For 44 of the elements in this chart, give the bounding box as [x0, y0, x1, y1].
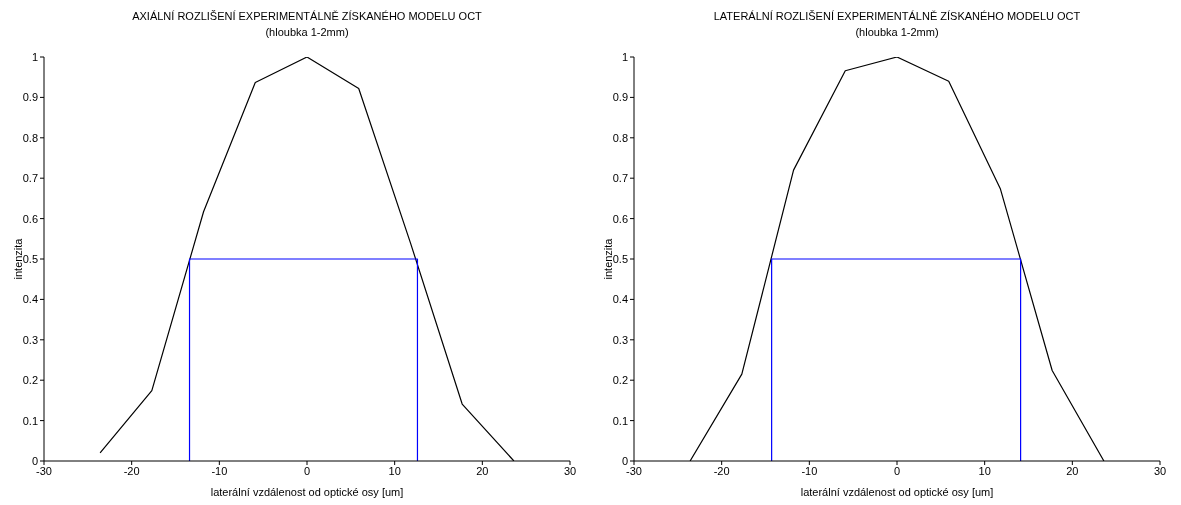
y-tick-label: 1	[31, 50, 38, 63]
chart-subtitle: (hloubka 1-2mm)	[264, 25, 350, 40]
y-tick-label: 0	[31, 454, 38, 467]
y-tick-label: 0.1	[22, 414, 38, 427]
y-tick-label: 0.5	[22, 252, 38, 265]
x-tick-label: -20	[713, 464, 730, 477]
chart-subtitle: (hloubka 1-2mm)	[854, 25, 940, 40]
x-tick-label: 20	[476, 464, 489, 477]
y-tick-label: 0.3	[612, 333, 628, 346]
y-tick-label: 0.6	[22, 212, 38, 225]
x-tick-label: 10	[388, 464, 401, 477]
x-tick-label: -30	[626, 464, 642, 477]
x-tick-label: 0	[303, 464, 311, 477]
x-tick-label: -10	[211, 464, 228, 477]
x-axis-title: laterální vzdálenost od optické osy [um]	[799, 486, 995, 498]
y-tick-label: 0.1	[612, 414, 628, 427]
y-tick-label: 0.8	[22, 131, 38, 144]
y-tick-label: 0.6	[612, 212, 628, 225]
y-tick-label: 0.9	[22, 91, 38, 104]
y-tick-label: 0.5	[612, 252, 628, 265]
x-tick-label: -20	[123, 464, 140, 477]
y-tick-label: 0.7	[22, 172, 38, 185]
y-axis-title: intenzita	[12, 238, 24, 280]
y-tick-label: 1	[621, 50, 628, 63]
y-tick-label: 0.3	[22, 333, 38, 346]
x-tick-label: 30	[1153, 464, 1167, 477]
y-tick-label: 0.4	[612, 293, 628, 306]
x-tick-label: -10	[801, 464, 818, 477]
chart-title: LATERÁLNÍ ROZLIŠENÍ EXPERIMENTÁLNĚ ZÍSKANÉHO MODELU OCT	[712, 9, 1082, 24]
y-tick-label: 0.8	[612, 131, 628, 144]
y-tick-label: 0.9	[612, 91, 628, 104]
x-tick-label: 30	[563, 464, 577, 477]
y-tick-label: 0.2	[612, 374, 628, 387]
x-tick-label: 20	[1066, 464, 1079, 477]
x-tick-label: 0	[893, 464, 901, 477]
y-tick-label: 0.4	[22, 293, 38, 306]
x-tick-label: -30	[36, 464, 52, 477]
x-axis-title: laterální vzdálenost od optické osy [um]	[209, 486, 405, 498]
chart-title: AXIÁLNÍ ROZLIŠENÍ EXPERIMENTÁLNĚ ZÍSKANÉHO MODELU OCT	[131, 9, 483, 24]
y-tick-label: 0.2	[22, 374, 38, 387]
y-tick-label: 0	[621, 454, 628, 467]
y-tick-label: 0.7	[612, 172, 628, 185]
x-tick-label: 10	[978, 464, 991, 477]
y-axis-title: intenzita	[602, 238, 614, 280]
